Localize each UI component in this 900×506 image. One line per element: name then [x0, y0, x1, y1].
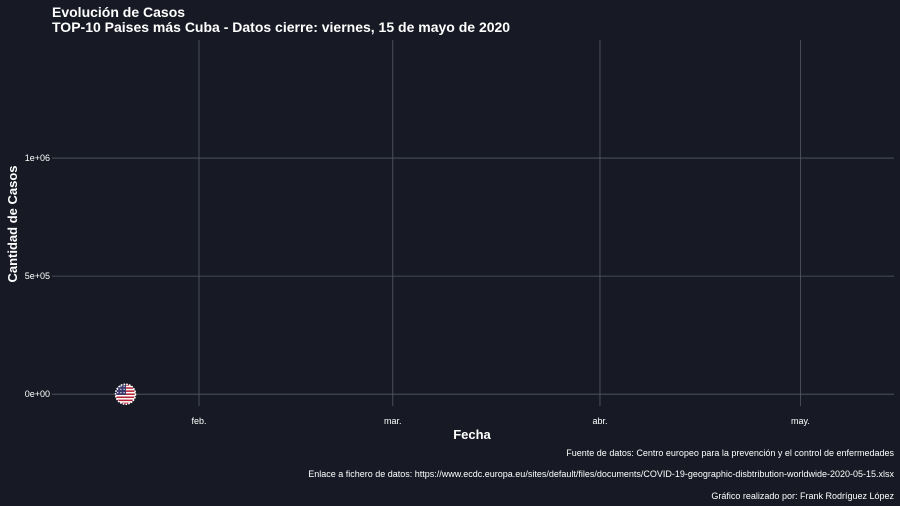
y-tick-label-0: 0e+00: [25, 389, 50, 399]
caption-link: Enlace a fichero de datos: https://www.e…: [308, 469, 894, 479]
x-tick-label-2: abr.: [592, 416, 607, 426]
flag-star: [123, 388, 125, 390]
chart-subtitle: TOP-10 Paises más Cuba - Datos cierre: v…: [52, 19, 510, 35]
flag-star: [120, 388, 122, 390]
y-axis-title: Cantidad de Casos: [5, 165, 20, 282]
flag-stripe: [115, 396, 136, 399]
flag-body: [115, 384, 136, 405]
x-tick-label-1: mar.: [384, 416, 402, 426]
y-tick-label-2: 1e+06: [25, 153, 50, 163]
x-tick-label-0: feb.: [192, 416, 207, 426]
chart-title: Evolución de Casos: [52, 4, 185, 20]
flag-star: [117, 391, 119, 394]
series: [114, 383, 137, 405]
us-flag-icon: [114, 383, 137, 405]
flag-stripe: [115, 402, 136, 405]
y-tick-labels: 0e+00 5e+05 1e+06: [25, 153, 50, 399]
caption-source: Fuente de datos: Centro europeo para la …: [566, 448, 894, 458]
caption-author: Gráfico realizado por: Frank Rodríguez L…: [711, 491, 894, 501]
x-tick-label-3: may.: [791, 416, 810, 426]
flag-star: [123, 391, 125, 394]
flag-star: [123, 385, 125, 387]
flag-ring: [114, 383, 137, 405]
x-axis-title: Fecha: [453, 427, 491, 442]
flag-star: [120, 391, 122, 394]
grid: [52, 40, 894, 406]
x-tick-labels: feb. mar. abr. may.: [192, 416, 810, 426]
y-tick-label-1: 5e+05: [25, 271, 50, 281]
flag-stripe: [115, 399, 136, 402]
